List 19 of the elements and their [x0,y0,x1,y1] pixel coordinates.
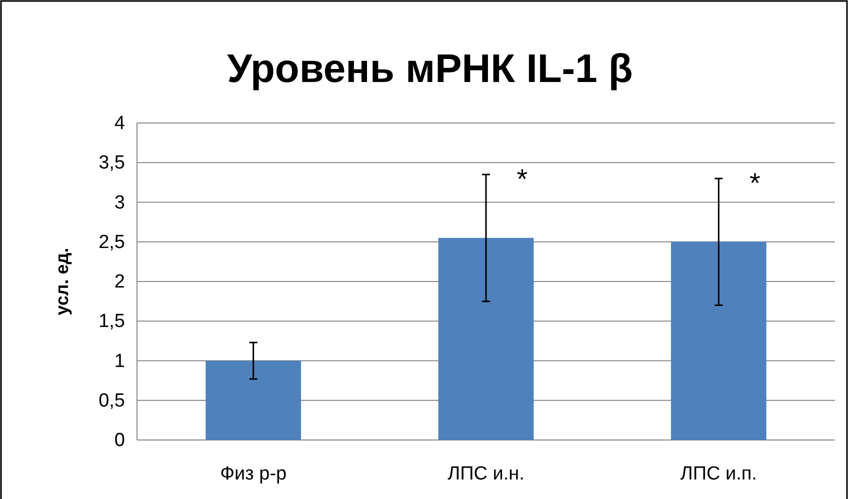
bar [206,360,302,440]
y-tick-label: 1 [114,350,125,372]
annotation: * [516,164,528,195]
x-tick-label: ЛПС и.п. [680,463,757,484]
y-tick-label: 3 [114,192,125,214]
y-tick-label: 1,5 [98,311,125,332]
chart-title: Уровень мРНК IL-1 β [227,47,633,91]
bar [670,242,766,440]
bar [438,238,534,440]
y-tick-label: 3,5 [98,152,125,174]
y-tick-label: 4 [114,113,126,134]
y-tick-label: 0,5 [98,390,125,412]
annotation: * [749,167,760,198]
y-tick-label: 2,5 [98,232,125,253]
y-tick-label: 2 [114,272,125,293]
y-axis-title: усл. ед. [52,248,72,316]
x-tick-label: Физ р-р [220,463,287,484]
y-tick-label: 0 [114,430,125,452]
x-tick-label: ЛПС и.н. [448,463,524,484]
